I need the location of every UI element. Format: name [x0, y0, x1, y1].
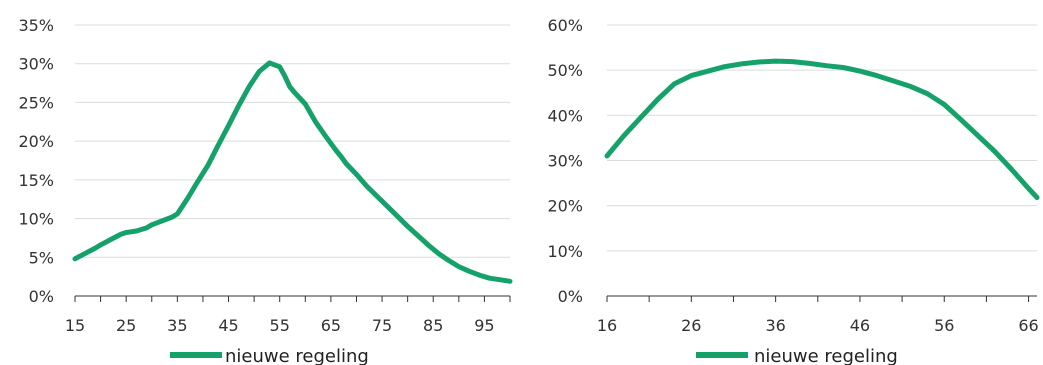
y-tick-label: 0%: [558, 287, 583, 306]
x-tick-label: 65: [321, 316, 341, 335]
chart-right: 0% 10% 20% 30% 40% 50% 60% 16 26 36 46 56 66 nieuwe r…: [547, 16, 1040, 365]
x-tick-label: 55: [270, 316, 290, 335]
y-tick-label: 30%: [547, 152, 583, 171]
legend-label: nieuwe regeling: [754, 346, 898, 365]
x-tick-label: 16: [597, 316, 617, 335]
y-tick-label: 15%: [18, 171, 54, 190]
series-line: [72, 60, 513, 284]
y-tick-label: 20%: [18, 132, 54, 151]
x-tick-label: 46: [850, 316, 870, 335]
x-tick-label: 25: [116, 316, 136, 335]
chart-left: 0% 5% 10% 15% 20% 25% 30% 35% 15 25 35 45 55 65 75 85 95…: [18, 16, 513, 365]
series-line: [604, 58, 1040, 200]
y-tick-label: 35%: [18, 16, 54, 35]
x-tick-label: 26: [681, 316, 701, 335]
legend-label: nieuwe regeling: [225, 346, 369, 365]
x-tick-label: 45: [218, 316, 238, 335]
x-tick-label: 35: [167, 316, 187, 335]
y-tick-label: 30%: [18, 55, 54, 74]
y-tick-label: 20%: [547, 197, 583, 216]
y-tick-label: 50%: [547, 61, 583, 80]
y-tick-label: 60%: [547, 16, 583, 35]
x-tick-label: 36: [765, 316, 785, 335]
x-tick-label: 66: [1018, 316, 1038, 335]
y-tick-label: 10%: [547, 242, 583, 261]
x-tick-label: 95: [474, 316, 494, 335]
y-tick-label: 40%: [547, 106, 583, 125]
x-tick-label: 85: [423, 316, 443, 335]
x-tick-label: 15: [65, 316, 85, 335]
y-tick-label: 5%: [29, 248, 54, 267]
y-tick-label: 25%: [18, 93, 54, 112]
x-tick-label: 75: [372, 316, 392, 335]
x-tick-label: 56: [934, 316, 954, 335]
y-tick-label: 0%: [29, 287, 54, 306]
y-tick-label: 10%: [18, 210, 54, 229]
